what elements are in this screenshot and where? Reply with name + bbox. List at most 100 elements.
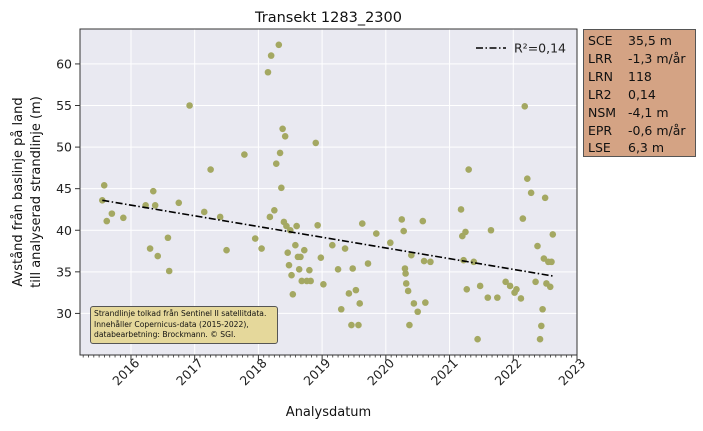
data-point <box>267 52 275 59</box>
stat-value: 6,3 m <box>628 140 665 156</box>
data-point <box>457 206 465 213</box>
data-point <box>216 213 224 221</box>
data-point <box>462 228 469 236</box>
data-point <box>149 187 157 195</box>
y-axis-label-line-1: Avstånd från baslinje på land <box>11 97 26 286</box>
data-point <box>154 252 162 260</box>
data-point <box>292 241 299 249</box>
stat-key: LR2 <box>588 86 612 102</box>
x-tick-label: 2021 <box>428 355 461 388</box>
data-point <box>355 321 362 329</box>
data-points <box>99 41 557 343</box>
stat-row-lrn: LRN 118 <box>588 68 691 86</box>
data-point <box>345 290 353 297</box>
data-point <box>549 231 557 238</box>
data-point <box>406 321 413 329</box>
stat-value: -0,6 m/år <box>628 122 686 138</box>
stat-row-nsm: NSM -4,1 m <box>588 104 691 122</box>
data-point <box>312 139 320 147</box>
data-point <box>264 68 272 76</box>
data-point <box>465 166 472 173</box>
data-point <box>271 206 278 214</box>
y-tick-label: 55 <box>56 98 72 113</box>
data-point <box>519 215 527 222</box>
data-point <box>175 199 183 207</box>
data-point <box>295 266 303 273</box>
data-point <box>120 214 127 222</box>
data-point <box>541 194 549 202</box>
data-point <box>352 286 360 294</box>
data-point <box>297 253 304 261</box>
data-point <box>524 175 531 182</box>
data-point <box>364 260 372 267</box>
data-point <box>521 103 529 110</box>
data-point <box>329 241 336 249</box>
data-point <box>517 295 525 302</box>
data-point <box>306 266 313 274</box>
x-axis-label: Analysdatum <box>286 405 371 420</box>
data-point <box>387 239 394 247</box>
data-point <box>419 217 427 225</box>
data-point <box>548 258 555 266</box>
y-tick-label: 60 <box>56 56 72 71</box>
x-tick-label: 2017 <box>173 355 206 388</box>
x-tick-label: 2019 <box>300 355 333 388</box>
data-point <box>487 226 495 234</box>
data-point <box>427 258 434 266</box>
data-point <box>266 213 274 221</box>
stat-value: -1,3 m/år <box>628 50 686 66</box>
data-point <box>275 41 283 49</box>
data-point <box>484 294 492 301</box>
data-point <box>474 335 481 343</box>
data-point <box>513 286 520 293</box>
data-point <box>276 149 284 157</box>
data-point <box>420 257 428 265</box>
data-point <box>538 322 545 330</box>
data-point <box>223 246 230 254</box>
stat-key: LRR <box>588 50 613 66</box>
data-point <box>307 277 314 285</box>
x-tick-label: 2020 <box>364 355 397 388</box>
data-point <box>207 166 214 173</box>
axes <box>75 28 578 360</box>
data-point <box>278 184 285 192</box>
stat-value: 0,14 <box>628 86 656 102</box>
data-point <box>463 286 471 293</box>
stat-row-lr2: LR2 0,14 <box>588 86 691 104</box>
data-point <box>103 217 111 225</box>
data-point <box>200 208 208 216</box>
data-point <box>502 278 509 286</box>
stat-row-lrr: LRR -1,3 m/år <box>588 50 691 68</box>
y-tick-label: 50 <box>56 140 72 155</box>
data-point <box>532 278 539 286</box>
data-point <box>272 160 280 168</box>
stat-value: 118 <box>628 68 652 84</box>
data-point <box>539 305 546 313</box>
data-point <box>320 281 327 288</box>
legend: R²=0,14 <box>476 41 566 56</box>
data-point <box>536 335 544 343</box>
x-tick-label: 2018 <box>237 355 270 388</box>
data-point <box>165 267 173 275</box>
credit-line: databearbetning: Brockmann. © SGI. <box>94 330 236 339</box>
data-point <box>460 256 467 264</box>
data-point <box>241 151 248 158</box>
data-point <box>348 321 355 329</box>
trend-line <box>102 199 553 277</box>
data-point <box>146 245 154 252</box>
data-point <box>317 254 325 261</box>
data-point <box>422 299 429 306</box>
data-point <box>314 221 321 229</box>
data-point <box>108 210 116 217</box>
data-point <box>293 222 300 230</box>
stat-row-epr: EPR -0,6 m/år <box>588 122 691 140</box>
legend-label: R²=0,14 <box>514 41 566 56</box>
stat-value: -4,1 m <box>628 104 669 120</box>
statistics-box: SCE 35,5 m LRR -1,3 m/år LRN 118 LR2 0,14 NS… <box>583 29 696 157</box>
x-tick-label: 2022 <box>492 355 525 388</box>
data-point <box>534 242 541 250</box>
data-point <box>334 266 342 273</box>
x-tick-label: 2023 <box>555 355 588 388</box>
data-point <box>289 290 297 298</box>
y-tick-label: 40 <box>56 223 72 238</box>
